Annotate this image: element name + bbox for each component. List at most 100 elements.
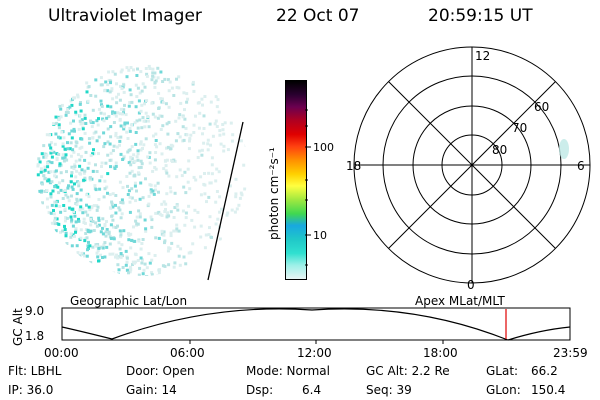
speckle-pixel [176, 208, 180, 212]
speckle-pixel [57, 181, 61, 185]
speckle-pixel [72, 127, 76, 131]
speckle-pixel [74, 159, 78, 163]
speckle-pixel [110, 200, 114, 204]
speckle-pixel [116, 256, 120, 260]
speckle-pixel [63, 156, 67, 160]
speckle-pixel [237, 203, 241, 207]
speckle-pixel [52, 150, 56, 154]
speckle-pixel [204, 233, 208, 237]
speckle-pixel [74, 140, 78, 144]
speckle-pixel [129, 265, 133, 269]
speckle-pixel [154, 79, 158, 83]
mlat-label-60: 60 [534, 100, 549, 114]
speckle-pixel [59, 115, 63, 119]
speckle-pixel [156, 116, 160, 120]
speckle-pixel [42, 155, 46, 159]
speckle-pixel [59, 210, 63, 214]
speckle-pixel [99, 99, 103, 103]
speckle-pixel [156, 181, 160, 185]
speckle-pixel [95, 251, 99, 255]
speckle-pixel [120, 68, 124, 72]
speckle-pixel [78, 254, 82, 258]
speckle-pixel [49, 151, 53, 155]
speckle-pixel [167, 105, 171, 109]
speckle-pixel [160, 152, 164, 156]
speckle-pixel [116, 263, 120, 267]
speckle-pixel [163, 210, 167, 213]
speckle-pixel [191, 82, 195, 86]
speckle-pixel [73, 214, 77, 218]
speckle-pixel [122, 127, 126, 131]
speckle-pixel [151, 169, 155, 173]
speckle-pixel [124, 263, 128, 267]
speckle-pixel [158, 268, 162, 272]
speckle-pixel [182, 91, 186, 95]
speckle-pixel [125, 66, 129, 70]
speckle-pixel [89, 223, 93, 227]
speckle-pixel [174, 119, 178, 123]
speckle-pixel [116, 136, 120, 139]
speckle-pixel [111, 149, 115, 153]
speckle-pixel [123, 103, 126, 107]
speckle-pixel [118, 208, 122, 212]
speckle-pixel [123, 122, 127, 126]
mlat-label-70: 70 [512, 121, 527, 135]
speckle-pixel [54, 132, 58, 136]
speckle-pixel [50, 149, 54, 153]
speckle-pixel [122, 83, 126, 87]
speckle-pixel [104, 234, 108, 238]
speckle-pixel [131, 263, 134, 266]
speckle-pixel [141, 238, 145, 241]
speckle-pixel [115, 145, 119, 149]
speckle-pixel [80, 145, 84, 149]
speckle-pixel [142, 268, 146, 272]
speckle-pixel [72, 167, 76, 171]
speckle-pixel [82, 121, 85, 125]
speckle-pixel [168, 186, 172, 190]
speckle-pixel [92, 204, 96, 208]
seq-readout: Seq: 39 [366, 383, 412, 397]
speckle-pixel [214, 179, 218, 183]
speckle-pixel [43, 168, 47, 172]
speckle-pixel [132, 68, 135, 72]
speckle-pixel [74, 112, 78, 116]
speckle-pixel [86, 99, 90, 103]
speckle-pixel [176, 132, 180, 136]
speckle-pixel [150, 258, 154, 262]
speckle-pixel [164, 169, 168, 173]
speckle-pixel [85, 203, 88, 207]
speckle-pixel [239, 139, 243, 143]
polar-uv-patch [559, 139, 569, 159]
speckle-pixel [166, 249, 170, 253]
speckle-pixel [111, 97, 115, 101]
speckle-pixel [146, 119, 150, 123]
speckle-pixel [83, 239, 87, 243]
speckle-pixel [173, 261, 177, 265]
speckle-pixel [66, 141, 69, 145]
speckle-pixel [118, 180, 122, 184]
speckle-pixel [36, 163, 40, 167]
speckle-pixel [160, 114, 164, 118]
speckle-pixel [64, 216, 68, 220]
speckle-pixel [76, 251, 80, 255]
speckle-pixel [163, 239, 167, 243]
speckle-pixel [96, 205, 100, 209]
speckle-pixel [50, 203, 54, 207]
speckle-pixel [138, 91, 142, 95]
speckle-pixel [96, 123, 100, 127]
speckle-pixel [153, 158, 157, 162]
speckle-pixel [191, 242, 195, 246]
speckle-pixel [114, 255, 117, 259]
speckle-pixel [63, 219, 67, 223]
speckle-pixel [234, 192, 238, 196]
ip-readout: IP: 36.0 [8, 383, 54, 397]
speckle-pixel [109, 125, 113, 129]
speckle-pixel [59, 171, 63, 175]
glon-value: 150.4 [531, 383, 566, 397]
speckle-pixel [226, 148, 230, 152]
mode-readout: Mode: Normal [246, 364, 330, 378]
speckle-pixel [214, 95, 218, 99]
speckle-pixel [127, 233, 131, 237]
speckle-pixel [89, 261, 93, 265]
speckle-pixel [151, 189, 155, 193]
